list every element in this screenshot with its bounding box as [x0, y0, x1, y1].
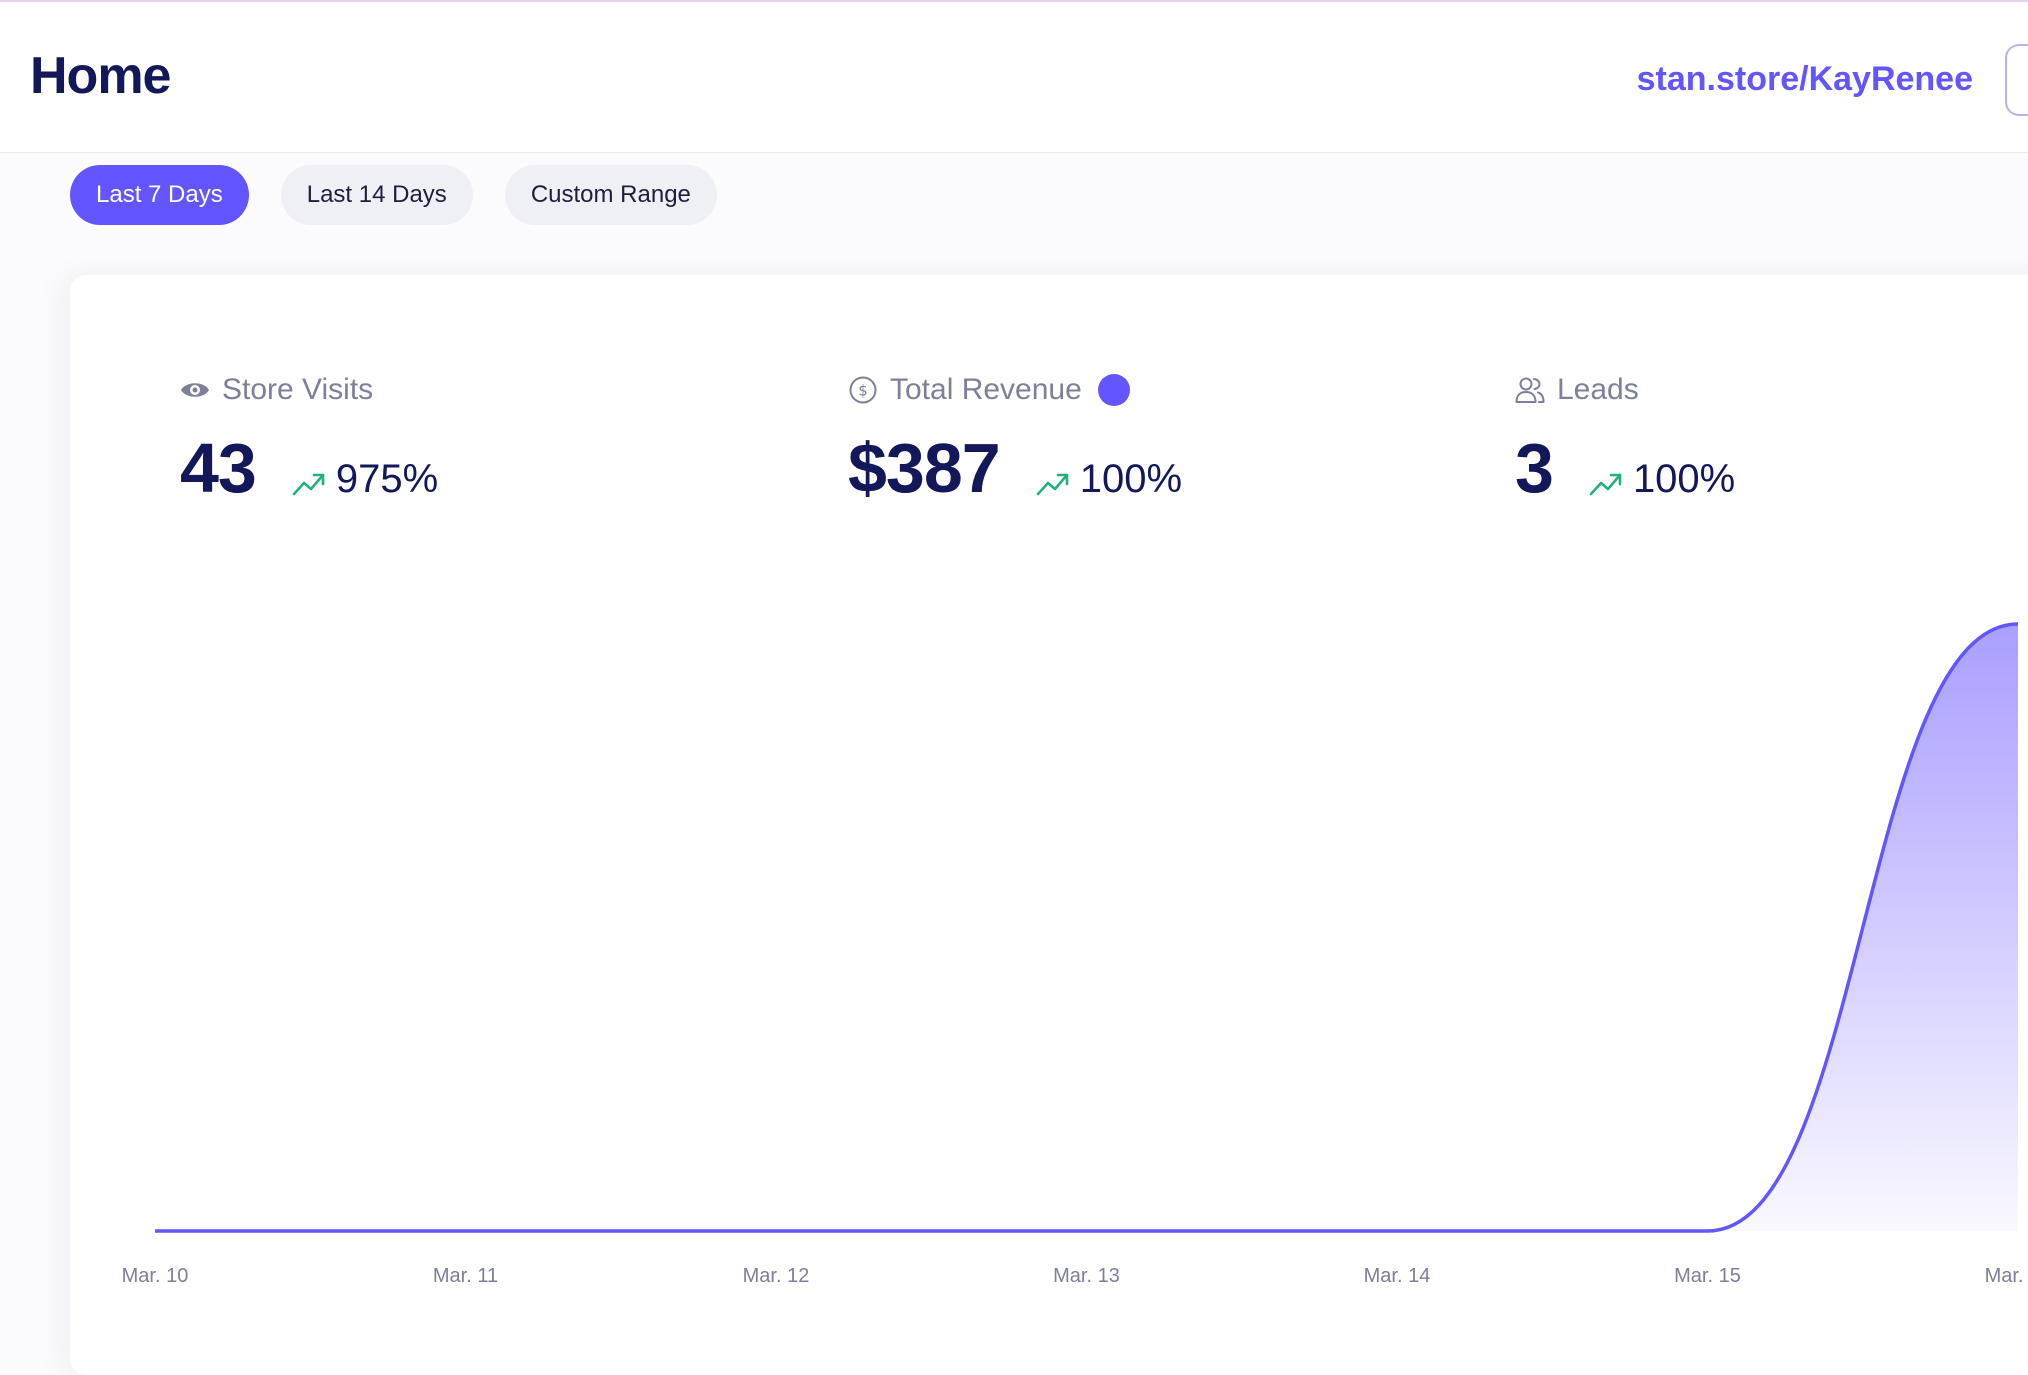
- top-accent-line: [0, 0, 2028, 2]
- trend-up-icon: [1589, 466, 1633, 497]
- metric-label: Leads: [1557, 373, 1639, 406]
- date-range-filters: Last 7 Days Last 14 Days Custom Range: [70, 165, 717, 225]
- x-axis-tick-label: Mar. 15: [1674, 1265, 1741, 1287]
- metric-change: 100%: [1632, 457, 1736, 501]
- eye-icon: [180, 379, 210, 401]
- filter-custom-range[interactable]: Custom Range: [504, 165, 717, 225]
- info-dot-icon[interactable]: [1097, 374, 1130, 406]
- filter-last-14-days[interactable]: Last 14 Days: [280, 165, 473, 225]
- chart-area-fill: [155, 624, 2018, 1231]
- users-icon: [1515, 376, 1545, 404]
- page-title: Home: [30, 47, 171, 105]
- metric-leads[interactable]: Leads 3 100%: [1515, 370, 1735, 508]
- metric-change: 975%: [335, 457, 439, 501]
- metric-label: Store Visits: [222, 373, 374, 406]
- x-axis-tick-label: Mar. 14: [1363, 1265, 1431, 1287]
- metric-change: 100%: [1079, 457, 1183, 501]
- page-header: Home stan.store/KayRenee: [0, 2, 2028, 153]
- metric-value: 43: [180, 429, 257, 507]
- metric-value: 3: [1515, 429, 1554, 507]
- chart-series-line: [155, 622, 2019, 1233]
- x-axis-tick-label: Mar. 16: [1984, 1265, 2028, 1287]
- dollar-circle-icon: $: [848, 375, 878, 405]
- x-axis-tick-label: Mar. 13: [1053, 1265, 1120, 1287]
- trend-up-icon: [1036, 466, 1080, 497]
- analytics-card: Store Visits 43 975% $: [70, 275, 2028, 1375]
- filter-last-7-days[interactable]: Last 7 Days: [70, 165, 249, 225]
- metric-store-visits[interactable]: Store Visits 43 975%: [180, 370, 438, 508]
- header-action-button[interactable]: [2005, 44, 2028, 116]
- metric-value: $387: [848, 429, 1001, 507]
- store-link[interactable]: stan.store/KayRenee: [1636, 60, 1973, 98]
- x-axis-tick-label: Mar. 10: [121, 1265, 189, 1287]
- metric-label: Total Revenue: [890, 373, 1082, 406]
- x-axis-tick-label: Mar. 11: [432, 1265, 499, 1287]
- x-axis-tick-label: Mar. 12: [742, 1265, 810, 1287]
- svg-text:$: $: [858, 382, 868, 400]
- trend-up-icon: [292, 466, 336, 497]
- revenue-area-chart: [155, 622, 2019, 1233]
- metric-total-revenue[interactable]: $ Total Revenue $387 100%: [848, 370, 1182, 508]
